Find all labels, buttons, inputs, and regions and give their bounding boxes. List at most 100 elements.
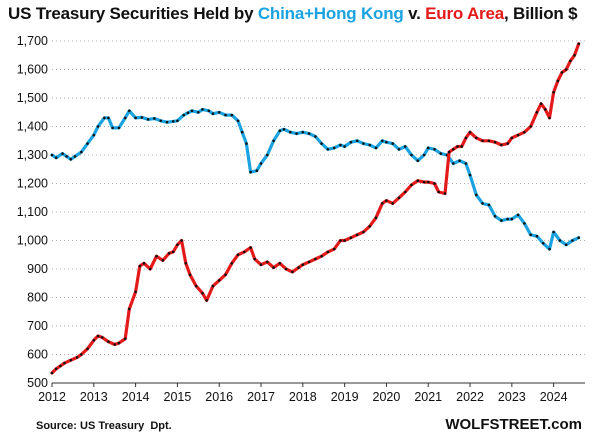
data-point-china-hong-kong (362, 142, 365, 145)
data-point-euro-area (107, 340, 110, 344)
y-tick-label: 1,400 (17, 120, 48, 134)
data-point-euro-area (138, 264, 142, 268)
data-point-china-hong-kong (128, 109, 131, 113)
data-point-euro-area (426, 180, 430, 184)
data-point-euro-area (523, 130, 526, 134)
data-point-china-hong-kong (500, 219, 503, 222)
data-point-euro-area (50, 371, 54, 375)
x-tick-label: 2017 (247, 390, 275, 404)
data-point-china-hong-kong (516, 213, 520, 217)
y-tick-label: 800 (27, 291, 48, 305)
data-point-china-hong-kong (278, 129, 282, 133)
series-group (50, 42, 581, 375)
x-tick-label: 2016 (205, 390, 233, 404)
data-point-euro-area (556, 79, 560, 83)
x-tick-label: 2020 (373, 390, 401, 404)
data-point-euro-area (301, 263, 305, 267)
data-point-euro-area (447, 150, 451, 154)
x-tick-label: 2024 (540, 390, 568, 404)
data-point-euro-area (506, 142, 510, 145)
y-tick-label: 1,100 (17, 205, 48, 219)
data-point-china-hong-kong (165, 120, 169, 124)
data-point-euro-area (385, 199, 388, 202)
data-point-euro-area (452, 148, 455, 151)
data-point-euro-area (259, 263, 263, 267)
title-china-hong-kong: China+Hong Kong (257, 4, 404, 23)
data-point-euro-area (194, 284, 198, 288)
data-point-euro-area (343, 239, 346, 242)
series-line-euro-area (50, 42, 581, 375)
data-point-china-hong-kong (564, 243, 568, 247)
title-euro-area: Euro Area (425, 4, 504, 23)
data-point-euro-area (230, 262, 234, 265)
data-point-china-hong-kong (523, 222, 526, 225)
data-point-euro-area (422, 180, 426, 184)
data-point-china-hong-kong (73, 155, 77, 158)
series-line-china-hong-kong (50, 107, 581, 251)
data-point-china-hong-kong (541, 242, 545, 245)
data-point-euro-area (184, 262, 188, 265)
x-tick-label: 2018 (289, 390, 317, 404)
y-tick-label: 1,000 (17, 234, 48, 248)
source-note: Source: US Treasury Dpt. (36, 420, 172, 432)
data-point-china-hong-kong (339, 143, 342, 147)
data-point-china-hong-kong (320, 142, 323, 145)
data-point-china-hong-kong (355, 139, 359, 143)
data-point-euro-area (211, 284, 215, 288)
x-tick-label: 2023 (498, 390, 526, 404)
data-point-euro-area (433, 182, 436, 185)
data-point-china-hong-kong (368, 143, 372, 147)
data-point-china-hong-kong (548, 247, 551, 251)
y-tick-label: 700 (27, 319, 48, 333)
data-point-euro-area (243, 250, 246, 254)
data-point-china-hong-kong (397, 148, 401, 151)
data-point-euro-area (332, 247, 336, 251)
data-point-euro-area (128, 307, 131, 311)
data-point-china-hong-kong (289, 130, 292, 134)
data-point-china-hong-kong (529, 233, 532, 237)
data-point-china-hong-kong (487, 203, 491, 207)
data-point-china-hong-kong (468, 173, 472, 177)
data-point-euro-area (443, 192, 447, 195)
data-point-china-hong-kong (92, 133, 96, 137)
data-point-euro-area (391, 202, 395, 205)
data-point-china-hong-kong (146, 118, 150, 121)
data-point-euro-area (416, 179, 420, 182)
data-point-euro-area (573, 54, 576, 57)
data-point-euro-area (266, 260, 269, 264)
chart-title: US Treasury Securities Held by China+Hon… (8, 4, 578, 24)
title-prefix: US Treasury Securities Held by (8, 4, 258, 23)
data-point-euro-area (180, 239, 183, 242)
data-point-euro-area (167, 252, 171, 255)
data-point-euro-area (326, 250, 330, 254)
data-point-euro-area (362, 230, 365, 234)
data-point-euro-area (142, 262, 146, 265)
data-point-china-hong-kong (176, 119, 179, 123)
data-point-euro-area (63, 361, 66, 365)
data-point-china-hong-kong (245, 142, 248, 145)
data-point-china-hong-kong (224, 113, 227, 117)
data-point-euro-area (291, 270, 294, 274)
data-point-china-hong-kong (50, 153, 54, 157)
x-tick-label: 2022 (456, 390, 484, 404)
data-point-euro-area (59, 364, 62, 368)
data-point-china-hong-kong (426, 146, 430, 150)
data-point-china-hong-kong (464, 162, 468, 165)
axes (51, 382, 585, 387)
data-point-euro-area (92, 339, 96, 342)
data-point-euro-area (217, 279, 221, 282)
data-point-china-hong-kong (259, 162, 263, 165)
data-point-china-hong-kong (230, 113, 234, 117)
x-tick-label: 2021 (414, 390, 442, 404)
data-point-china-hong-kong (61, 152, 64, 155)
x-tick-label: 2012 (38, 390, 66, 404)
data-point-china-hong-kong (111, 126, 114, 130)
data-point-china-hong-kong (314, 135, 317, 138)
data-point-euro-area (397, 196, 401, 200)
data-point-china-hong-kong (458, 159, 461, 162)
data-point-euro-area (80, 353, 83, 356)
brand-label: WOLFSTREET.com (445, 416, 582, 433)
data-point-euro-area (552, 91, 555, 94)
title-suffix: , Billion $ (503, 4, 578, 23)
